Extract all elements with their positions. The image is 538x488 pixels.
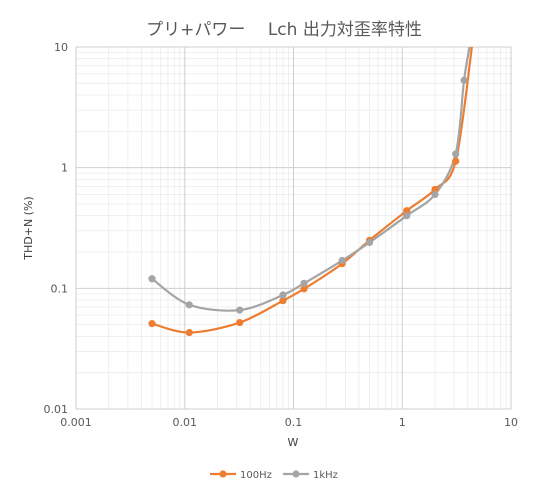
data-point-100hz: [148, 320, 156, 328]
data-point-100hz: [279, 297, 287, 305]
data-point-100hz: [236, 319, 244, 327]
data-point-1khz: [452, 150, 460, 158]
y-tick-labels: 0.01 0.1 1 10: [44, 41, 69, 416]
x-tick-labels: 0.001 0.01 0.1 1 10: [60, 416, 518, 429]
y-axis-title: THD+N (%): [22, 196, 35, 260]
data-point-1khz: [300, 279, 308, 287]
series-markers: [148, 76, 468, 337]
data-point-1khz: [185, 301, 193, 309]
y-tick-label: 1: [61, 162, 68, 175]
data-point-1khz: [236, 306, 244, 314]
x-tick-label: 0.1: [285, 416, 303, 429]
legend-item-100hz: 100Hz: [210, 470, 272, 481]
data-point-100hz: [452, 157, 460, 165]
x-axis-title: W: [288, 436, 299, 449]
data-point-1khz: [279, 291, 287, 299]
y-tick-label: 0.1: [51, 282, 69, 295]
data-point-1khz: [148, 275, 156, 283]
legend-marker-100hz: [219, 470, 227, 478]
x-tick-label: 10: [504, 416, 518, 429]
legend-marker-1khz: [292, 470, 300, 478]
y-tick-label: 10: [54, 41, 68, 54]
major-gridlines: [75, 46, 512, 410]
data-point-100hz: [185, 328, 193, 337]
x-tick-label: 1: [399, 416, 406, 429]
legend-label-1khz: 1kHz: [313, 470, 338, 481]
data-point-1khz: [365, 238, 374, 247]
y-tick-label: 0.01: [44, 403, 69, 416]
data-point-100hz: [300, 285, 308, 293]
legend: 100Hz 1kHz: [210, 470, 338, 481]
legend-item-1khz: 1kHz: [283, 470, 338, 481]
data-point-1khz: [403, 212, 411, 220]
chart-title: プリ+パワー Lch 出力対歪率特性: [146, 20, 422, 40]
data-point-1khz: [431, 190, 439, 199]
data-point-100hz: [403, 207, 411, 215]
data-point-1khz: [338, 256, 346, 265]
data-point-100hz: [431, 185, 439, 194]
legend-label-100hz: 100Hz: [240, 470, 272, 481]
data-point-1khz: [460, 76, 468, 84]
x-tick-label: 0.01: [173, 416, 198, 429]
x-tick-label: 0.001: [60, 416, 92, 429]
